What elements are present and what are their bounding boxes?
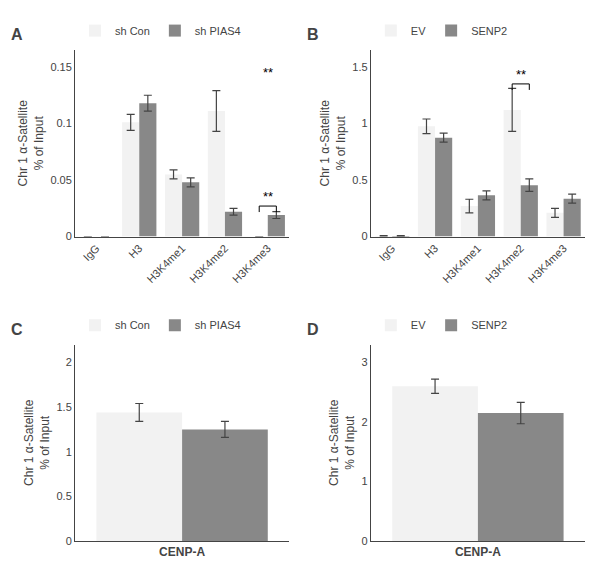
svg-text:0: 0 (361, 230, 367, 242)
svg-text:Chr 1 α-Satellite% of Input: Chr 1 α-Satellite% of Input (327, 399, 357, 486)
svg-text:0: 0 (361, 535, 367, 547)
svg-text:2: 2 (361, 416, 367, 428)
svg-text:1: 1 (361, 475, 367, 487)
svg-text:C: C (11, 321, 23, 338)
svg-text:H3: H3 (422, 242, 440, 260)
svg-text:1: 1 (361, 117, 367, 129)
svg-text:SENP2: SENP2 (471, 319, 507, 331)
svg-text:SENP2: SENP2 (471, 25, 507, 37)
svg-text:3: 3 (361, 356, 367, 368)
svg-text:0.5: 0.5 (352, 174, 367, 186)
svg-text:sh Con: sh Con (115, 25, 150, 37)
svg-text:H3K4me1: H3K4me1 (144, 242, 187, 285)
svg-text:H3K4me3: H3K4me3 (230, 242, 273, 285)
svg-text:CENP-A: CENP-A (455, 545, 501, 559)
svg-text:1.5: 1.5 (352, 61, 367, 73)
svg-text:0.15: 0.15 (50, 61, 71, 73)
svg-text:IgG: IgG (81, 242, 102, 263)
svg-text:H3K4me2: H3K4me2 (483, 242, 526, 285)
svg-text:0: 0 (66, 535, 72, 547)
svg-text:EV: EV (411, 25, 426, 37)
svg-text:1: 1 (66, 446, 72, 458)
svg-text:Chr 1 α-Satellite% of Input: Chr 1 α-Satellite% of Input (22, 399, 52, 486)
svg-text:0.5: 0.5 (57, 490, 72, 502)
svg-text:**: ** (263, 189, 273, 204)
svg-text:sh PIAS4: sh PIAS4 (195, 25, 241, 37)
svg-text:H3: H3 (126, 242, 144, 260)
svg-text:1.5: 1.5 (57, 401, 72, 413)
svg-text:IgG: IgG (376, 242, 397, 263)
svg-text:H3K4me1: H3K4me1 (440, 242, 483, 285)
svg-text:H3K4me2: H3K4me2 (187, 242, 230, 285)
svg-text:0: 0 (66, 230, 72, 242)
svg-text:0.05: 0.05 (50, 174, 71, 186)
svg-text:A: A (11, 26, 23, 43)
svg-text:CENP-A: CENP-A (159, 545, 205, 559)
svg-text:B: B (307, 26, 319, 43)
svg-text:**: ** (263, 65, 273, 80)
svg-text:Chr 1 α-Satellite% of Input: Chr 1 α-Satellite% of Input (16, 100, 46, 187)
svg-text:sh Con: sh Con (115, 319, 150, 331)
svg-text:sh PIAS4: sh PIAS4 (195, 319, 241, 331)
svg-text:H3K4me3: H3K4me3 (526, 242, 569, 285)
svg-text:**: ** (516, 67, 526, 82)
svg-text:0.1: 0.1 (57, 117, 72, 129)
svg-text:Chr 1 α-Satellite% of Input: Chr 1 α-Satellite% of Input (318, 100, 348, 187)
svg-text:EV: EV (411, 319, 426, 331)
svg-text:D: D (307, 321, 319, 338)
svg-text:2: 2 (66, 356, 72, 368)
